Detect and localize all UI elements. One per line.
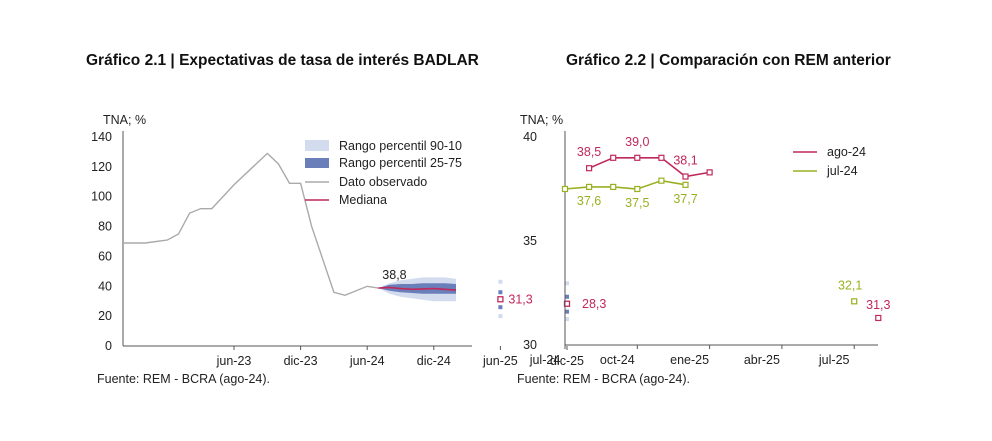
- chart1-label-observed-last: 38,8: [382, 268, 406, 282]
- chart1-x-tick-label: jun-25: [482, 354, 518, 368]
- chart1-point-p25: [498, 305, 503, 310]
- chart2-data-label: 39,0: [625, 135, 649, 149]
- chart2-data-label: 32,1: [838, 278, 862, 292]
- chart1-y-tick-label: 0: [105, 339, 112, 353]
- chart1-point-p75: [565, 294, 569, 299]
- chart2-data-label: 38,1: [673, 154, 697, 168]
- chart2-y-label: TNA; %: [520, 113, 563, 127]
- chart1-x-tick-label: jun-24: [349, 354, 385, 368]
- chart2-series-marker: [634, 154, 641, 161]
- chart1-x-tick-label: dic-25: [550, 354, 584, 368]
- chart1-legend-label: Rango percentil 90-10: [339, 139, 462, 153]
- chart2-series-marker: [585, 183, 593, 191]
- chart2-x-tick-label: ene-25: [670, 353, 709, 367]
- chart1-y-tick-label: 120: [91, 160, 112, 174]
- chart2-data-label: 37,7: [673, 192, 697, 206]
- chart2-x-tick-label: oct-24: [600, 353, 635, 367]
- chart1-label-dic25: 28,3: [582, 297, 606, 311]
- chart2-series-marker: [610, 154, 617, 161]
- chart2-series-marker: [682, 173, 689, 180]
- chart1-median-line: [378, 286, 457, 291]
- chart1-label-jun25: 31,3: [508, 292, 532, 306]
- chart2-series-marker: [634, 185, 641, 193]
- chart2-x-tick-label: jul-24: [529, 353, 561, 367]
- chart1-observed-line: [123, 152, 379, 296]
- chart1-title: Gráfico 2.1 | Expectativas de tasa de in…: [86, 52, 479, 69]
- chart2-data-label: 37,5: [625, 196, 649, 210]
- chart2-source: Fuente: REM - BCRA (ago-24).: [517, 372, 690, 386]
- chart2-legend-label: ago-24: [827, 145, 866, 159]
- chart2-series-point: [851, 298, 858, 305]
- chart2-series-line-ago-24: [588, 157, 710, 178]
- chart1-legend-swatch-90-10: [305, 140, 329, 151]
- chart1-point-p10: [565, 317, 569, 322]
- chart1-point-p75: [498, 290, 503, 295]
- chart2-legend-label: jul-24: [826, 164, 858, 178]
- chart2-series-marker: [682, 181, 689, 188]
- chart1-y-tick-label: 100: [91, 190, 112, 204]
- chart2-series-marker: [658, 154, 665, 161]
- chart1-y-tick-label: 140: [91, 130, 112, 144]
- chart2-y-tick-label: 30: [523, 338, 537, 352]
- chart2-series-marker: [706, 169, 713, 176]
- chart2-data-label: 37,6: [577, 194, 601, 208]
- chart1-point-p25: [565, 309, 569, 314]
- chart1-source: Fuente: REM - BCRA (ago-24).: [97, 372, 270, 386]
- chart1-y-tick-label: 60: [98, 249, 112, 263]
- chart2-data-label: 31,3: [866, 298, 890, 312]
- chart2-series-line-jul-24: [564, 179, 686, 190]
- chart1-y-tick-label: 40: [98, 279, 112, 293]
- chart2-series-marker: [610, 183, 617, 191]
- chart2-data-label: 38,5: [577, 145, 601, 159]
- chart1-x-tick-label: dic-23: [284, 354, 318, 368]
- chart2-x-tick-label: abr-25: [744, 353, 780, 367]
- chart1-point-p10: [498, 314, 503, 319]
- chart1-point-p90: [498, 279, 503, 284]
- chart1-y-tick-label: 80: [98, 220, 112, 234]
- chart1-y-label: TNA; %: [103, 113, 146, 127]
- chart1-legend-label: Rango percentil 25-75: [339, 156, 462, 170]
- chart1-legend-label: Dato observado: [339, 175, 427, 189]
- chart2-title: Gráfico 2.2 | Comparación con REM anteri…: [566, 52, 891, 69]
- chart1-y-tick-label: 20: [98, 309, 112, 323]
- chart2-series-marker: [585, 165, 593, 172]
- chart2-series-marker: [658, 177, 665, 184]
- chart1-point-median: [497, 296, 504, 303]
- chart1-legend-swatch-25-75: [305, 158, 329, 168]
- chart1-legend-label: Mediana: [339, 193, 387, 207]
- chart2-y-tick-label: 40: [523, 130, 537, 144]
- chart1-point-p90: [565, 281, 569, 286]
- chart1-x-tick-label: dic-24: [417, 354, 451, 368]
- chart2-x-tick-label: jul-25: [818, 353, 850, 367]
- chart2-series-marker: [561, 185, 569, 193]
- chart1-x-tick-label: jun-23: [216, 354, 252, 368]
- chart2-series-point: [875, 314, 882, 322]
- chart2-y-tick-label: 35: [523, 234, 537, 248]
